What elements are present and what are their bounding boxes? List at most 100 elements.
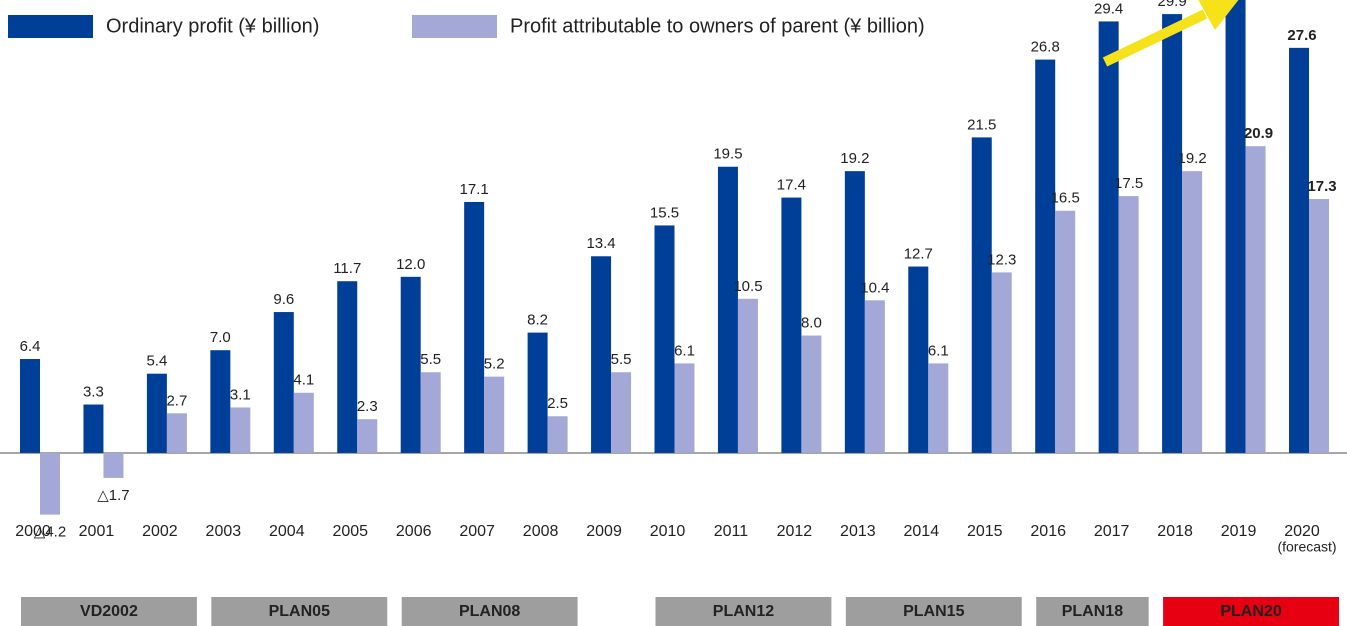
period-label: PLAN20 bbox=[1220, 603, 1281, 620]
period-box bbox=[401, 597, 578, 626]
period-box bbox=[845, 597, 1022, 626]
value-label: 17.5 bbox=[1114, 175, 1143, 192]
bar bbox=[83, 404, 104, 453]
value-label: 6.4 bbox=[20, 338, 41, 355]
x-tick-label: 2012 bbox=[777, 523, 813, 540]
bar bbox=[781, 197, 802, 453]
value-label: 5.2 bbox=[484, 356, 505, 373]
bar bbox=[1309, 199, 1329, 453]
period-box bbox=[1163, 597, 1339, 626]
bar bbox=[1118, 196, 1139, 453]
value-label: 8.2 bbox=[527, 312, 548, 329]
bar bbox=[991, 272, 1012, 453]
bar bbox=[210, 350, 231, 453]
bar bbox=[1182, 171, 1203, 453]
value-label: 12.7 bbox=[904, 246, 933, 263]
period-label: PLAN12 bbox=[713, 603, 774, 620]
x-tick-label: 2008 bbox=[523, 523, 559, 540]
value-label: 29.4 bbox=[1094, 0, 1123, 17]
bar bbox=[1289, 47, 1309, 453]
category-note: (forecast) bbox=[1277, 539, 1336, 555]
value-label: 2.3 bbox=[357, 398, 378, 415]
x-tick-label: 2014 bbox=[904, 523, 940, 540]
x-tick-label: 2013 bbox=[840, 523, 876, 540]
value-label: 26.8 bbox=[1031, 39, 1060, 56]
bar bbox=[547, 416, 568, 453]
bar bbox=[1098, 21, 1119, 453]
value-label: 6.1 bbox=[928, 342, 949, 359]
period-label: PLAN08 bbox=[459, 603, 520, 620]
bar bbox=[591, 256, 612, 453]
value-label: 17.1 bbox=[460, 181, 489, 198]
x-tick-label: 2020 bbox=[1284, 523, 1320, 540]
x-tick-label: 2011 bbox=[714, 523, 749, 540]
bar bbox=[908, 266, 929, 453]
x-tick-label: 2000 bbox=[15, 523, 51, 540]
period-label: VD2002 bbox=[80, 603, 138, 620]
legend-swatch bbox=[412, 15, 497, 38]
period-box bbox=[1036, 597, 1149, 626]
value-label: 4.1 bbox=[293, 372, 314, 389]
value-label: 5.5 bbox=[611, 351, 632, 368]
x-tick-label: 2017 bbox=[1094, 523, 1130, 540]
legend-swatch bbox=[8, 15, 93, 38]
x-tick-label: 2006 bbox=[396, 523, 432, 540]
x-tick-label: 2009 bbox=[586, 523, 622, 540]
period-box bbox=[655, 597, 832, 626]
bar bbox=[357, 419, 378, 453]
x-tick-label: 2004 bbox=[269, 523, 305, 540]
value-label: 8.0 bbox=[801, 314, 822, 331]
bar bbox=[103, 452, 124, 478]
bar bbox=[420, 372, 441, 453]
value-label: 13.4 bbox=[586, 235, 615, 252]
period-label: PLAN05 bbox=[269, 603, 330, 620]
value-label: 21.5 bbox=[967, 116, 996, 133]
period-label: PLAN18 bbox=[1062, 603, 1123, 620]
bar bbox=[484, 376, 505, 453]
x-tick-label: 2002 bbox=[142, 523, 178, 540]
bar bbox=[230, 407, 251, 453]
bar bbox=[527, 332, 548, 453]
bar bbox=[166, 413, 187, 453]
bar bbox=[801, 335, 822, 453]
x-tick-label: 2019 bbox=[1221, 523, 1257, 540]
value-label: 19.2 bbox=[1177, 150, 1206, 167]
value-label: 5.5 bbox=[420, 351, 441, 368]
value-label: 20.9 bbox=[1244, 125, 1273, 142]
x-tick-label: 2015 bbox=[967, 523, 1003, 540]
bar bbox=[20, 359, 40, 453]
bar bbox=[844, 171, 865, 453]
bar bbox=[293, 392, 314, 453]
value-label: 19.2 bbox=[840, 150, 869, 167]
bar bbox=[654, 225, 675, 453]
value-label: 17.4 bbox=[777, 177, 806, 194]
value-label: 10.4 bbox=[860, 279, 889, 296]
x-tick-label: 2018 bbox=[1157, 523, 1193, 540]
bar bbox=[864, 300, 885, 453]
bar bbox=[1035, 59, 1056, 453]
value-label: 3.3 bbox=[83, 383, 104, 400]
value-label: 15.5 bbox=[650, 204, 679, 221]
value-label: 16.5 bbox=[1051, 190, 1080, 207]
bar bbox=[971, 137, 992, 453]
period-box bbox=[21, 597, 197, 626]
value-label: 17.3 bbox=[1307, 178, 1336, 195]
value-label: 19.5 bbox=[713, 146, 742, 163]
value-label: 11.7 bbox=[333, 260, 361, 277]
bar bbox=[400, 276, 421, 453]
bar bbox=[464, 201, 485, 453]
period-box bbox=[211, 597, 388, 626]
trend-arrow-head bbox=[1198, 0, 1239, 30]
value-label: △4.2 bbox=[34, 524, 66, 541]
bar bbox=[1225, 0, 1246, 453]
value-label: 12.0 bbox=[396, 256, 425, 273]
value-label: 27.6 bbox=[1287, 27, 1316, 44]
x-tick-label: 2010 bbox=[650, 523, 686, 540]
bar bbox=[674, 363, 695, 453]
value-label: △1.7 bbox=[97, 487, 129, 504]
bar bbox=[40, 452, 60, 515]
value-label: 2.5 bbox=[547, 395, 568, 412]
x-tick-label: 2007 bbox=[459, 523, 495, 540]
bar bbox=[1162, 14, 1183, 453]
bar bbox=[737, 298, 758, 453]
